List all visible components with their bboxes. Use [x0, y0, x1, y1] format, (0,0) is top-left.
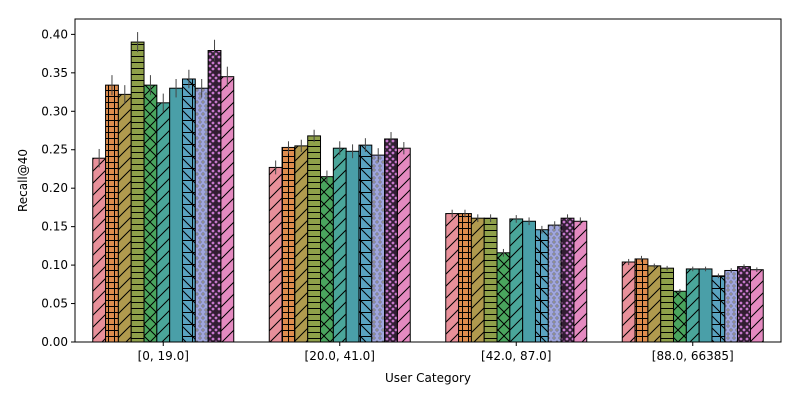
y-axis-label: Recall@40 — [16, 149, 30, 212]
bar-0-9 — [207, 50, 222, 343]
error-bars-layer — [98, 32, 758, 294]
bar-3-6 — [698, 268, 713, 343]
bar-2-8 — [547, 224, 562, 343]
bar-3-0 — [621, 261, 636, 343]
bar-0-6 — [169, 87, 183, 343]
bar-3-1 — [634, 258, 649, 343]
bar-1-0 — [268, 166, 283, 343]
bar-3-2 — [647, 265, 662, 343]
bar-1-3 — [307, 135, 322, 343]
bar-1-4 — [320, 176, 334, 343]
bar-2-9 — [560, 217, 575, 343]
y-tick-label-7: 0.35 — [41, 66, 68, 80]
bar-2-10 — [573, 220, 588, 343]
bar-1-7 — [358, 144, 373, 343]
x-tick-label-0: [0, 19.0] — [138, 349, 189, 363]
bar-1-2 — [294, 145, 309, 343]
x-axis-label: User Category — [385, 371, 471, 385]
x-tick-label-1: [20.0, 41.0] — [305, 349, 375, 363]
y-tick-label-0: 0.00 — [41, 335, 68, 349]
x-tick-label-3: [88.0, 66385] — [652, 349, 734, 363]
bar-1-1 — [281, 146, 296, 343]
bar-0-2 — [117, 93, 132, 343]
y-axis: 0.00 0.05 0.10 0.15 0.20 0.25 0.30 0.35 0.40 — [41, 27, 75, 349]
bar-2-1 — [458, 213, 472, 343]
bar-3-9 — [737, 266, 751, 343]
bar-0-7 — [181, 78, 196, 343]
y-tick-label-6: 0.30 — [41, 104, 68, 118]
y-tick-label-8: 0.40 — [41, 27, 68, 41]
bar-2-3 — [483, 217, 498, 343]
bars-layer — [92, 41, 764, 343]
bar-0-3 — [130, 41, 145, 343]
bar-3-8 — [724, 269, 739, 343]
bar-0-4 — [143, 84, 158, 343]
bar-1-8 — [371, 154, 386, 343]
bar-2-5 — [509, 218, 524, 343]
bar-1-9 — [384, 138, 398, 343]
bar-2-7 — [534, 229, 549, 343]
bar-1-10 — [396, 147, 411, 343]
x-tick-label-2: [42.0, 87.0] — [481, 349, 551, 363]
bar-0-8 — [194, 87, 209, 343]
bar-2-0 — [445, 213, 460, 343]
bar-2-6 — [522, 220, 536, 343]
bar-0-1 — [105, 84, 119, 343]
x-axis: [0, 19.0] [20.0, 41.0] [42.0, 87.0] [88.0, … — [138, 342, 734, 363]
bar-0-0 — [92, 157, 107, 343]
bar-3-7 — [711, 275, 726, 343]
bar-3-3 — [660, 267, 675, 343]
bar-3-5 — [685, 268, 700, 343]
bar-0-5 — [156, 102, 171, 343]
bar-1-5 — [332, 147, 347, 343]
bar-2-4 — [496, 252, 511, 343]
bar-1-6 — [345, 150, 360, 343]
y-tick-label-1: 0.05 — [41, 297, 68, 311]
y-tick-label-4: 0.20 — [41, 181, 68, 195]
y-tick-label-2: 0.10 — [41, 258, 68, 272]
y-tick-label-3: 0.15 — [41, 220, 68, 234]
plot-frame — [74, 18, 782, 343]
bar-2-2 — [470, 217, 485, 343]
bar-3-10 — [749, 269, 764, 343]
bar-0-10 — [220, 76, 235, 343]
y-tick-label-5: 0.25 — [41, 143, 68, 157]
bar-3-4 — [673, 290, 687, 343]
